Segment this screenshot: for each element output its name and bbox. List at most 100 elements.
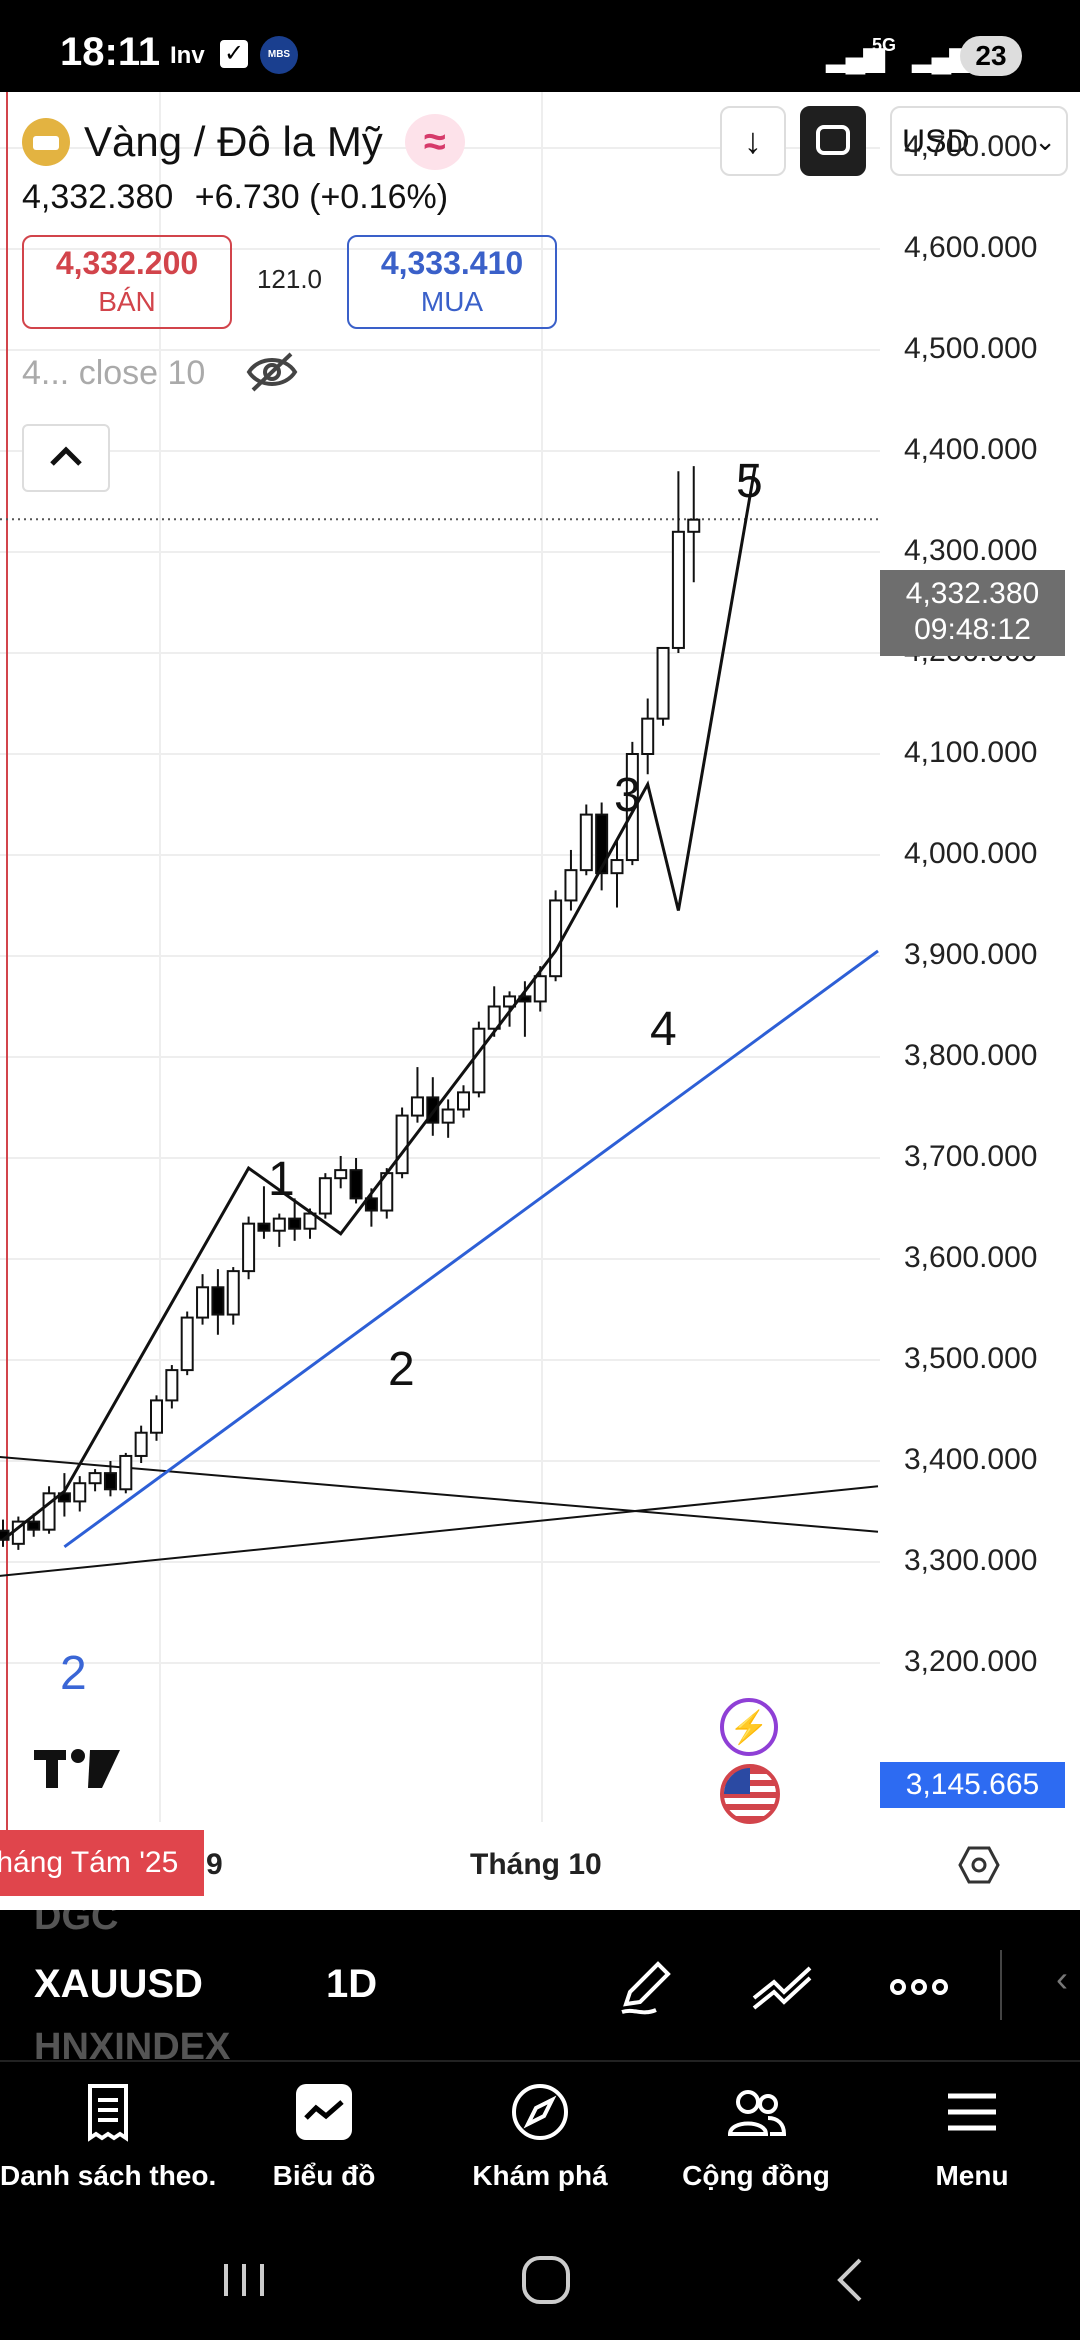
y-axis-tick: 4,500.000 — [904, 332, 1038, 365]
interval-selector[interactable]: 1D — [326, 1962, 378, 2006]
price-chart[interactable] — [0, 92, 1080, 1910]
spread-value: 121.0 — [256, 264, 323, 294]
candle — [134, 1431, 148, 1457]
nav-community[interactable]: Cộng đồng — [648, 2080, 864, 2192]
candle — [288, 1217, 302, 1230]
candle — [27, 1520, 41, 1531]
settings-icon[interactable] — [958, 1844, 1000, 1886]
bottom-navigation: Danh sách theo... Biểu đồ Khám phá Cộng … — [0, 2060, 1080, 2220]
nav-menu[interactable]: Menu — [864, 2080, 1080, 2192]
wave-indicator-icon[interactable]: ≈ — [404, 114, 465, 170]
candle — [426, 1096, 440, 1124]
wave-label-2-blue: 2 — [60, 1647, 87, 1700]
chart-icon — [296, 2084, 352, 2140]
candle — [196, 1286, 210, 1319]
candle — [180, 1316, 194, 1372]
sell-button[interactable]: 4,332.200 BÁN — [22, 235, 232, 329]
sell-label: BÁN — [98, 286, 156, 317]
candle — [564, 869, 578, 902]
countdown-timer: 09:48:12 — [914, 613, 1031, 646]
nav-watchlist[interactable]: Danh sách theo... — [0, 2080, 216, 2192]
nav-label-watchlist: Danh sách theo... — [0, 2160, 216, 2191]
watchlist-icon — [88, 2084, 128, 2142]
eye-off-icon[interactable] — [245, 350, 299, 394]
us-flag-icon[interactable] — [720, 1764, 780, 1824]
symbol-header[interactable]: Vàng / Đô la Mỹ ≈ — [22, 110, 465, 174]
recent-apps-icon[interactable] — [214, 2250, 274, 2310]
price-change: +6.730 — [194, 178, 300, 216]
signal-icon: ▂▄▆ — [826, 41, 885, 72]
currency-select[interactable]: USD ⌄ — [890, 106, 1068, 176]
tradingview-logo[interactable] — [32, 1744, 122, 1794]
current-price-value: 4,332.380 — [905, 577, 1040, 610]
back-icon[interactable] — [820, 2250, 880, 2310]
candle — [395, 1114, 409, 1175]
nav-label-community: Cộng đồng — [682, 2160, 830, 2191]
elliott-wave-line — [2, 465, 757, 1541]
symbol-name[interactable]: Vàng / Đô la Mỹ — [84, 118, 383, 165]
more-icon[interactable] — [884, 1952, 954, 2022]
price-change-pct: (+0.16%) — [309, 178, 449, 216]
candle — [410, 1096, 424, 1117]
y-axis-tick: 3,600.000 — [904, 1241, 1038, 1274]
candle — [150, 1399, 163, 1434]
arrow-down-icon: ↓ — [744, 120, 762, 161]
checkbox-notification-icon: ✓ — [220, 40, 248, 68]
nav-chart[interactable]: Biểu đồ — [216, 2080, 432, 2192]
candle — [610, 859, 624, 875]
buy-price: 4,333.410 — [380, 245, 524, 281]
symbol-toolbar: DGC XAUUSD 1D HNXINDEX ‹ — [0, 1910, 1080, 2060]
y-axis-tick: 4,700.000 — [904, 130, 1038, 163]
battery-indicator: 23 — [960, 36, 1022, 76]
chart-panel[interactable]: Vàng / Đô la Mỹ ≈ ↓ USD ⌄ 4,332.380 +6.7… — [0, 92, 1080, 1910]
trend-line-b — [0, 1485, 879, 1577]
candle — [88, 1472, 102, 1485]
download-button[interactable]: ↓ — [720, 106, 786, 176]
wave-label-2: 2 — [388, 1343, 415, 1396]
candle — [334, 1169, 348, 1180]
wave-label-1: 1 — [268, 1153, 295, 1206]
lightning-icon[interactable]: ⚡ — [720, 1698, 778, 1756]
price-summary: 4,332.380 +6.730 (+0.16%) — [22, 178, 448, 217]
candle — [318, 1177, 332, 1215]
wave-label-4: 4 — [650, 1003, 677, 1056]
sell-price: 4,332.200 — [55, 245, 199, 281]
trendline-tool-icon[interactable] — [748, 1952, 818, 2022]
y-axis-tick: 3,800.000 — [904, 1039, 1038, 1072]
pencil-icon[interactable] — [612, 1952, 682, 2022]
y-axis-tick: 4,000.000 — [904, 837, 1038, 870]
mbs-app-icon: MBS — [260, 36, 298, 74]
indicator-label[interactable]: 4... close 10 — [22, 354, 206, 392]
candle — [441, 1108, 455, 1124]
candle — [656, 646, 670, 720]
ghost-symbol-bottom[interactable]: HNXINDEX — [34, 2026, 231, 2060]
y-axis-tick: 4,600.000 — [904, 231, 1038, 264]
candle — [165, 1369, 179, 1402]
ticker-symbol[interactable]: XAUUSD — [34, 1962, 203, 2006]
candle — [641, 717, 655, 756]
candle — [73, 1482, 87, 1503]
x-tick-month: Tháng 10 — [470, 1848, 602, 1881]
frame-icon — [816, 125, 850, 156]
y-axis-tick: 4,100.000 — [904, 736, 1038, 769]
trend-line-a — [0, 1455, 879, 1533]
ghost-symbol-top[interactable]: DGC — [34, 1910, 119, 1938]
candle — [103, 1472, 117, 1491]
system-navigation-bar — [0, 2220, 1080, 2340]
collapse-button[interactable] — [22, 424, 110, 492]
current-price-tag: 4,332.380 09:48:12 — [880, 570, 1065, 656]
network-type: 5G — [872, 35, 897, 55]
buy-button[interactable]: 4,333.410 MUA — [347, 235, 557, 329]
candle — [503, 995, 517, 1008]
candle — [242, 1222, 256, 1273]
nav-explore[interactable]: Khám phá — [432, 2080, 648, 2192]
candle — [579, 813, 593, 872]
chevron-left-icon[interactable]: ‹ — [1056, 1958, 1068, 1999]
fullscreen-button[interactable] — [800, 106, 866, 176]
status-time: 18:11 — [60, 30, 161, 74]
candle — [349, 1169, 363, 1200]
line-value-tag: 3,145.665 — [880, 1762, 1065, 1808]
home-icon[interactable] — [516, 2250, 576, 2310]
y-axis-tick: 3,900.000 — [904, 938, 1038, 971]
candle — [687, 518, 701, 533]
